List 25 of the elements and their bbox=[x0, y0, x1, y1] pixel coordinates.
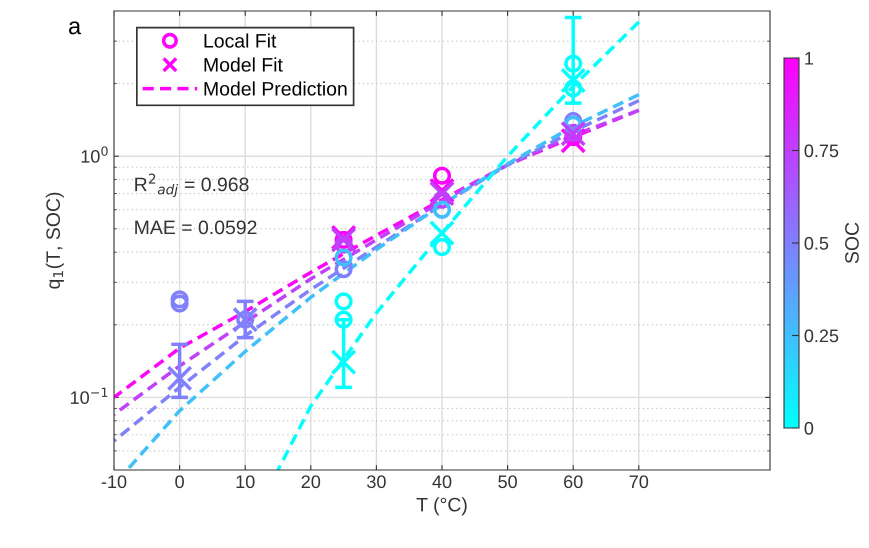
y-tick-label: 10$^{0}$ bbox=[82, 146, 108, 163]
annotation: R$^{2}$$_{adj}$ = 0.968 bbox=[135, 174, 249, 198]
y-tick-label: 10$^{−1}$ bbox=[70, 388, 108, 404]
color-bar-label: 1 bbox=[805, 52, 814, 65]
x-tick-label: 10 bbox=[236, 475, 255, 488]
x-tick-label: 70 bbox=[630, 475, 648, 488]
x-tick-label: 20 bbox=[302, 475, 320, 488]
x-axis-title: T (°C) bbox=[416, 497, 467, 516]
x-tick-label: 0 bbox=[175, 475, 184, 488]
legend-label: Model Fit bbox=[204, 57, 283, 72]
annotation: MAE = 0.0592 bbox=[135, 220, 256, 234]
color-bar-label: 0.5 bbox=[804, 236, 828, 250]
x-tick-label: -10 bbox=[102, 475, 126, 488]
x-tick-label: 40 bbox=[432, 475, 452, 488]
legend-label: Local Fit bbox=[204, 33, 276, 48]
color-bar-title: SOC bbox=[845, 222, 859, 264]
color-bar-label: 0.75 bbox=[804, 144, 838, 158]
x-tick-label: 50 bbox=[498, 475, 517, 488]
x-tick-label: 60 bbox=[564, 475, 583, 488]
legend-label: Model Prediction bbox=[204, 81, 347, 96]
color-bar-label: 0.25 bbox=[804, 329, 838, 342]
y-axis-title: q$_{1}$(T, SOC) bbox=[46, 192, 64, 289]
x-tick-label: 30 bbox=[367, 475, 386, 488]
text: a bbox=[69, 21, 82, 34]
color-bar-label: 0 bbox=[804, 422, 814, 435]
